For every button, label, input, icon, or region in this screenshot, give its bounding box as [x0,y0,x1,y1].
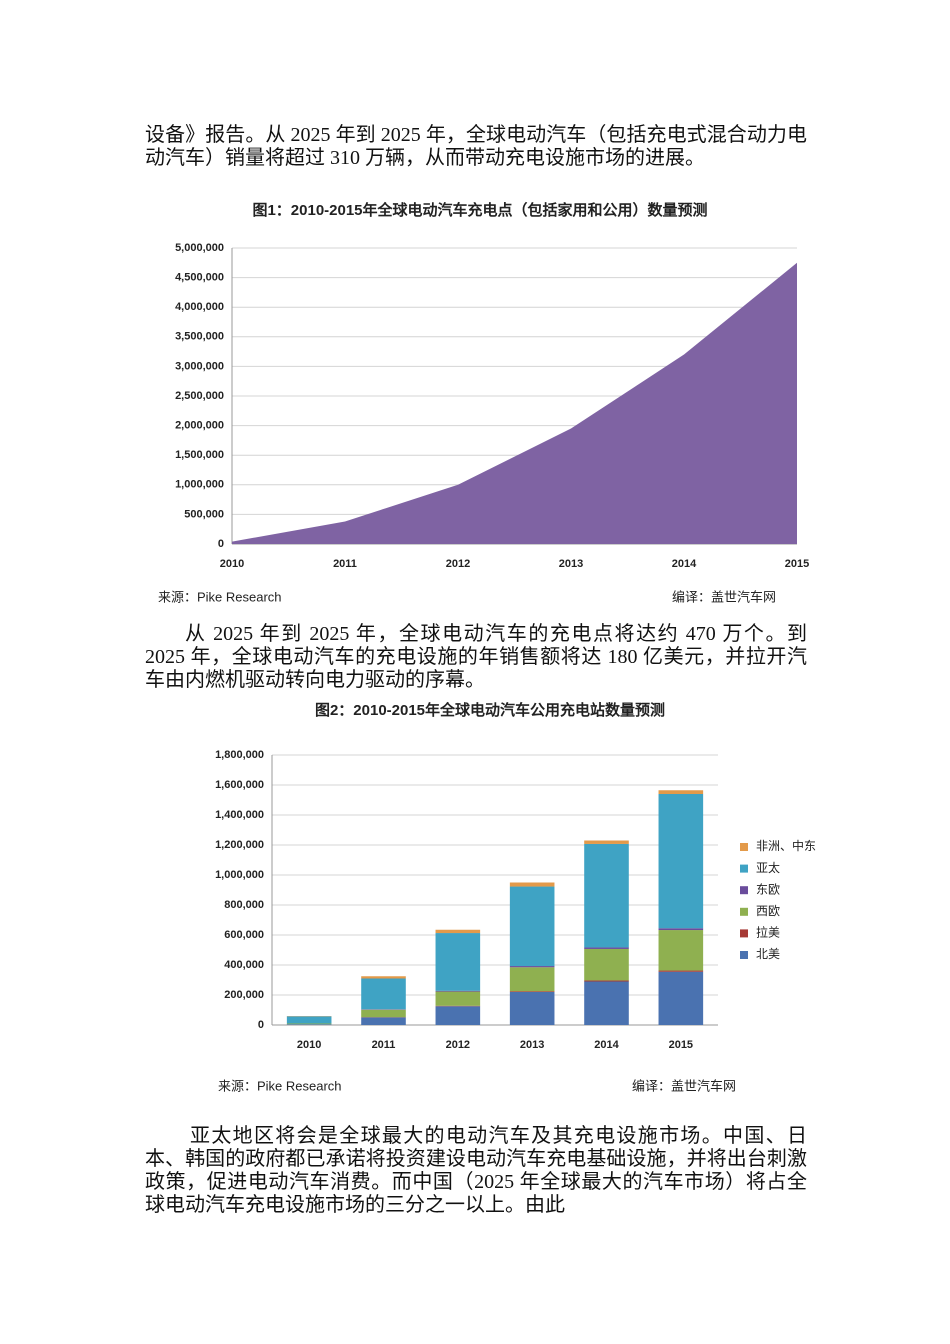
bar-segment [509,886,555,967]
bar-segment [509,992,555,1025]
x-tick-label: 2014 [672,558,697,570]
y-tick-label: 400,000 [224,959,264,971]
bar-segment [584,980,629,982]
bar-segment [584,843,629,948]
bar-segment [584,981,629,1025]
y-tick-label: 1,400,000 [215,809,264,821]
legend-label: 非洲、中东 [756,838,816,853]
y-tick-label: 3,000,000 [175,360,224,372]
area [232,262,797,544]
y-tick-label: 4,000,000 [175,301,224,313]
legend-swatch [740,843,748,851]
bar-segment [435,1006,481,1025]
x-tick-label: 2011 [333,558,357,570]
bar-segment [361,978,406,1010]
credit-note: 编译：盖世汽车网 [672,589,776,604]
bar-segment [509,967,555,992]
legend-swatch [740,886,748,895]
source-note: 来源：Pike Research [218,1078,342,1093]
y-tick-label: 3,500,000 [175,331,224,343]
y-tick-label: 1,200,000 [215,839,264,851]
chart: 图2：2010-2015年全球电动汽车公用充电站数量预测 0 200,000 400,… [215,701,816,1093]
x-tick-label: 2011 [372,1039,396,1051]
bar-segment [435,933,481,991]
legend-label: 拉美 [756,925,780,940]
legend-label: 亚太 [756,860,780,875]
bar-segment [509,991,555,992]
legend-swatch [740,864,748,873]
bar-segment [658,971,704,1025]
bar-segment [584,948,629,981]
y-tick-label: 2,500,000 [175,390,224,402]
x-tick-label: 2013 [520,1039,544,1051]
bar-segment [361,976,406,979]
paragraph: 设备》报告。从 2025 年到 2025 年，全球电动汽车（包括充电式混合动力电… [145,124,807,169]
bar-segment [584,947,629,949]
paragraph: 从 2025 年到 2025 年，全球电动汽车的充电点将达约 470 万个。到 … [145,623,807,691]
legend-label: 西欧 [756,904,780,918]
chart-title: 图1：2010-2015年全球电动汽车充电点（包括家用和公用）数量预测 [252,201,707,219]
chart-title: 图2：2010-2015年全球电动汽车公用充电站数量预测 [315,701,665,719]
x-tick-label: 2015 [785,558,809,570]
bar-segment [658,970,704,972]
credit-note: 编译：盖世汽车网 [632,1078,736,1093]
bar-segment [658,930,704,971]
x-tick-label: 2015 [669,1039,693,1051]
legend-label: 东欧 [756,882,780,896]
y-tick-label: 1,600,000 [215,779,264,791]
y-tick-label: 5,000,000 [175,242,224,254]
x-tick-label: 2012 [446,558,470,570]
bar-segment [658,928,704,931]
y-tick-label: 500,000 [184,508,224,520]
y-tick-label: 1,000,000 [215,869,264,881]
x-tick-label: 2010 [297,1039,321,1051]
y-tick-label: 200,000 [224,989,264,1001]
y-tick-label: 4,500,000 [175,272,224,284]
y-tick-label: 0 [218,538,224,550]
x-tick-label: 2013 [559,558,583,570]
legend-swatch [740,929,748,938]
y-tick-label: 800,000 [224,899,264,911]
y-tick-label: 1,500,000 [175,449,224,461]
bar-segment [286,1016,332,1024]
bar-segment [509,882,555,887]
y-tick-label: 2,000,000 [175,420,224,432]
y-tick-label: 0 [258,1019,264,1031]
bar-segment [658,794,704,929]
y-tick-label: 1,800,000 [215,749,264,761]
bar-segment [286,1023,332,1025]
x-tick-label: 2014 [594,1039,619,1051]
y-tick-label: 1,000,000 [175,479,224,491]
chart: 图1：2010-2015年全球电动汽车充电点（包括家用和公用）数量预测 0 500,… [158,201,809,604]
bar-segment [286,1024,332,1025]
legend-label: 北美 [756,947,780,961]
bar-segment [435,991,481,1006]
bar-segment [361,1017,406,1025]
legend-swatch [740,951,748,959]
bar-segment [435,929,481,934]
bar-segment [584,840,629,844]
y-tick-label: 600,000 [224,929,264,941]
bar-segment [509,966,555,968]
source-note: 来源：Pike Research [158,589,282,604]
bar-segment [658,790,704,794]
legend-swatch [740,907,748,916]
paragraph: 亚太地区将会是全球最大的电动汽车及其充电设施市场。中国、日本、韩国的政府都已承诺… [145,1125,807,1216]
x-tick-label: 2012 [446,1039,470,1051]
x-tick-label: 2010 [220,558,244,570]
bar-segment [435,990,481,992]
bar-segment [361,1009,406,1018]
